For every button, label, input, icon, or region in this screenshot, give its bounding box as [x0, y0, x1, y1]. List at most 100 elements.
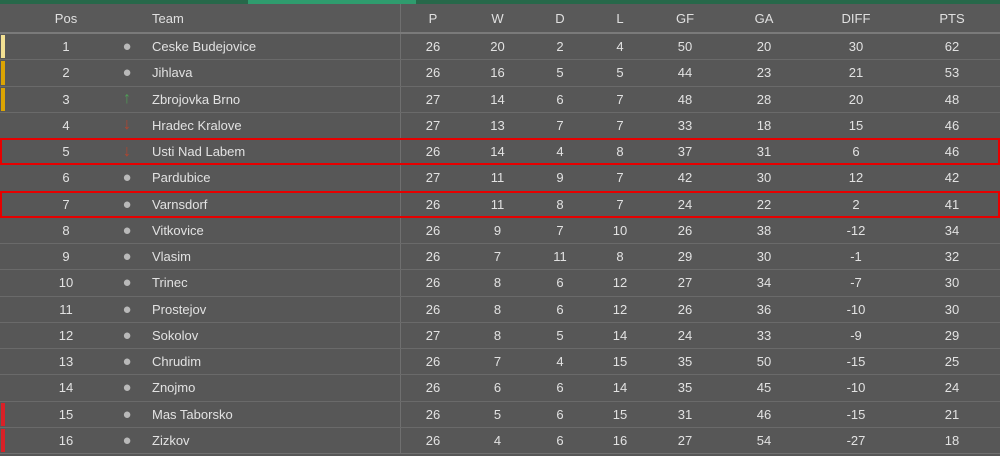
drawn: 2: [556, 39, 564, 55]
header-goals-against: GA: [754, 10, 774, 26]
steady-circle-icon: [122, 354, 131, 369]
header-goal-diff: DIFF: [841, 10, 871, 26]
table-row[interactable]: 12 Sokolov 27 8 5 14 24 33 -9 29: [0, 321, 1000, 348]
goals-for: 42: [677, 170, 693, 186]
team-name: Prostejov: [152, 301, 207, 317]
goals-for: 26: [677, 301, 693, 317]
goal-diff: 15: [848, 117, 864, 133]
lost: 4: [616, 39, 624, 55]
goals-against: 22: [756, 196, 772, 212]
played: 26: [400, 349, 465, 375]
points: 46: [944, 117, 960, 133]
table-row[interactable]: 10 Trinec 26 8 6 12 27 34 -7 30: [0, 269, 1000, 296]
won: 7: [493, 249, 502, 265]
steady-circle-icon: [122, 223, 131, 238]
steady-circle-icon: [122, 302, 131, 317]
goals-against: 50: [756, 354, 772, 370]
team-name: Sokolov: [152, 327, 199, 343]
steady-circle-icon: [122, 433, 131, 448]
table-row[interactable]: 3 Zbrojovka Brno 27 14 6 7 48 28 20 48: [0, 85, 1000, 112]
table-row[interactable]: 2 Jihlava 26 16 5 5 44 23 21 53: [0, 59, 1000, 86]
won: 14: [490, 91, 505, 107]
position: 13: [58, 354, 74, 370]
table-row[interactable]: 11 Prostejov 26 8 6 12 26 36 -10 30: [0, 295, 1000, 322]
goals-for: 33: [677, 117, 693, 133]
table-row[interactable]: 13 Chrudim 26 7 4 15 35 50 -15 25: [0, 348, 1000, 375]
position: 5: [62, 144, 70, 160]
points: 48: [944, 91, 960, 107]
down-arrow-icon: [123, 144, 131, 160]
lost: 7: [616, 117, 624, 133]
header-won: W: [491, 10, 504, 26]
table-row[interactable]: 15 Mas Taborsko 26 5 6 15 31 46 -15 21: [0, 400, 1000, 427]
goals-for: 26: [677, 222, 693, 238]
team-name: Hradec Kralove: [152, 117, 242, 133]
played: 26: [400, 191, 465, 217]
goals-for: 35: [677, 380, 693, 396]
table-row[interactable]: 6 Pardubice 27 11 9 7 42 30 12 42: [0, 164, 1000, 191]
goals-for: 48: [677, 91, 693, 107]
won: 7: [493, 354, 502, 370]
goals-against: 28: [756, 91, 772, 107]
won: 4: [493, 432, 502, 448]
drawn: 6: [556, 432, 564, 448]
table-row[interactable]: 14 Znojmo 26 6 6 14 35 45 -10 24: [0, 374, 1000, 401]
team-name: Chrudim: [152, 354, 202, 370]
steady-circle-icon: [122, 65, 131, 80]
table-row[interactable]: 4 Hradec Kralove 27 13 7 7 33 18 15 46: [0, 111, 1000, 138]
won: 5: [493, 406, 502, 422]
team-name: Zizkov: [152, 432, 190, 448]
goals-against: 30: [756, 170, 772, 186]
played: 26: [400, 244, 465, 270]
goals-for: 50: [677, 39, 693, 55]
won: 16: [490, 65, 505, 81]
goals-for: 44: [677, 65, 693, 81]
goals-for: 31: [677, 406, 693, 422]
drawn: 5: [556, 65, 564, 81]
won: 14: [490, 144, 505, 160]
position: 4: [62, 117, 70, 133]
goal-diff: 2: [852, 196, 860, 212]
drawn: 6: [556, 380, 564, 396]
table-row[interactable]: 7 Varnsdorf 26 11 8 7 24 22 2 41: [0, 190, 1000, 218]
lost: 12: [612, 301, 628, 317]
played: 26: [400, 270, 465, 296]
team-name: Mas Taborsko: [152, 406, 233, 422]
points: 42: [944, 170, 960, 186]
steady-circle-icon: [122, 380, 131, 395]
steady-circle-icon: [122, 328, 131, 343]
goals-against: 36: [756, 301, 772, 317]
goal-diff: -9: [850, 327, 862, 343]
lost: 8: [616, 144, 624, 160]
played: 27: [400, 165, 465, 191]
goals-against: 38: [756, 222, 772, 238]
goals-for: 35: [677, 354, 693, 370]
points: 18: [944, 432, 960, 448]
goals-against: 30: [756, 249, 772, 265]
table-row[interactable]: 9 Vlasim 26 7 11 8 29 30 -1 32: [0, 243, 1000, 270]
team-name: Ceske Budejovice: [152, 39, 257, 55]
steady-circle-icon: [122, 39, 131, 54]
lost: 16: [612, 432, 628, 448]
position: 12: [58, 327, 74, 343]
points: 32: [944, 249, 960, 265]
team-name: Znojmo: [152, 380, 196, 396]
lost: 14: [612, 327, 628, 343]
table-row[interactable]: 16 Zizkov 26 4 6 16 27 54 -27 18: [0, 426, 1000, 453]
goals-against: 20: [756, 39, 772, 55]
goals-for: 24: [677, 327, 693, 343]
drawn: 11: [553, 249, 567, 265]
points: 29: [944, 327, 960, 343]
points: 41: [944, 196, 960, 212]
table-row[interactable]: 5 Usti Nad Labem 26 14 4 8 37 31 6 46: [0, 138, 1000, 166]
points: 21: [944, 406, 960, 422]
top-accent-bar-segment: [248, 0, 416, 4]
played: 26: [400, 139, 465, 165]
down-arrow-icon: [123, 117, 131, 133]
points: 24: [944, 380, 960, 396]
position: 6: [62, 170, 70, 186]
table-row[interactable]: 1 Ceske Budejovice 26 20 2 4 50 20 30 62: [0, 34, 1000, 60]
table-row[interactable]: 8 Vitkovice 26 9 7 10 26 38 -12 34: [0, 216, 1000, 243]
drawn: 5: [556, 327, 564, 343]
